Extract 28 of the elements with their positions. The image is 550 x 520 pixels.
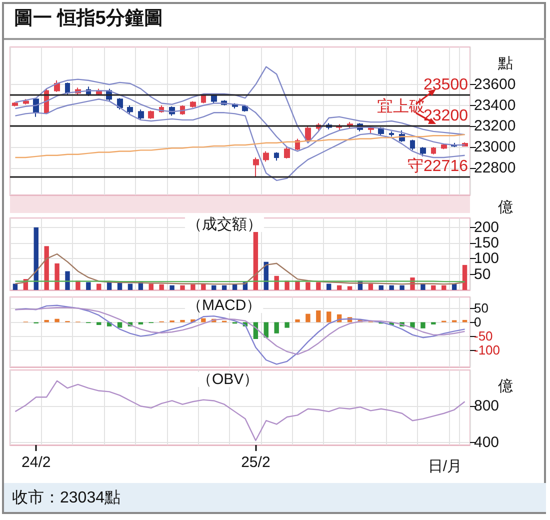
chart-title: （成交額） xyxy=(187,216,262,233)
y-tick-label: 0 xyxy=(474,314,482,330)
x-axis-title: 日/月 xyxy=(428,458,462,475)
y-tick-label: 23200 xyxy=(474,118,516,135)
ref-line-label: 守22716 xyxy=(408,157,468,176)
y-tick-label: 200 xyxy=(474,218,500,236)
y-tick-label: 23400 xyxy=(474,96,516,114)
y-tick-label: 100 xyxy=(474,250,500,268)
text: 收市：23034點 xyxy=(12,488,120,506)
y-tick-label: 800 xyxy=(474,398,500,415)
x-tick-label: 24/2 xyxy=(22,454,51,471)
y-tick-label: 23000 xyxy=(474,138,516,156)
chart-title: 圖一 恒指5分鐘圖 xyxy=(14,8,163,29)
y-axis-title: 點 xyxy=(497,55,513,72)
ref-line-label: 23200 xyxy=(424,108,468,125)
chart-title: （OBV） xyxy=(197,371,259,388)
y-tick-label: 22800 xyxy=(474,159,516,176)
x-tick-label: 25/2 xyxy=(241,454,270,471)
y-tick-label: 50 xyxy=(474,300,488,316)
ref-line-label: 23500 xyxy=(424,76,468,94)
y-tick-label: 23600 xyxy=(474,76,516,94)
y-tick-label: 400 xyxy=(474,434,500,451)
y-tick-label: -50 xyxy=(474,328,493,344)
y-tick-label: 150 xyxy=(474,234,500,252)
y-tick-label: 50 xyxy=(474,266,491,283)
chart-title: （MACD） xyxy=(187,297,262,314)
y-axis-title: 億 xyxy=(498,378,513,395)
y-tick-label: -100 xyxy=(474,342,500,358)
